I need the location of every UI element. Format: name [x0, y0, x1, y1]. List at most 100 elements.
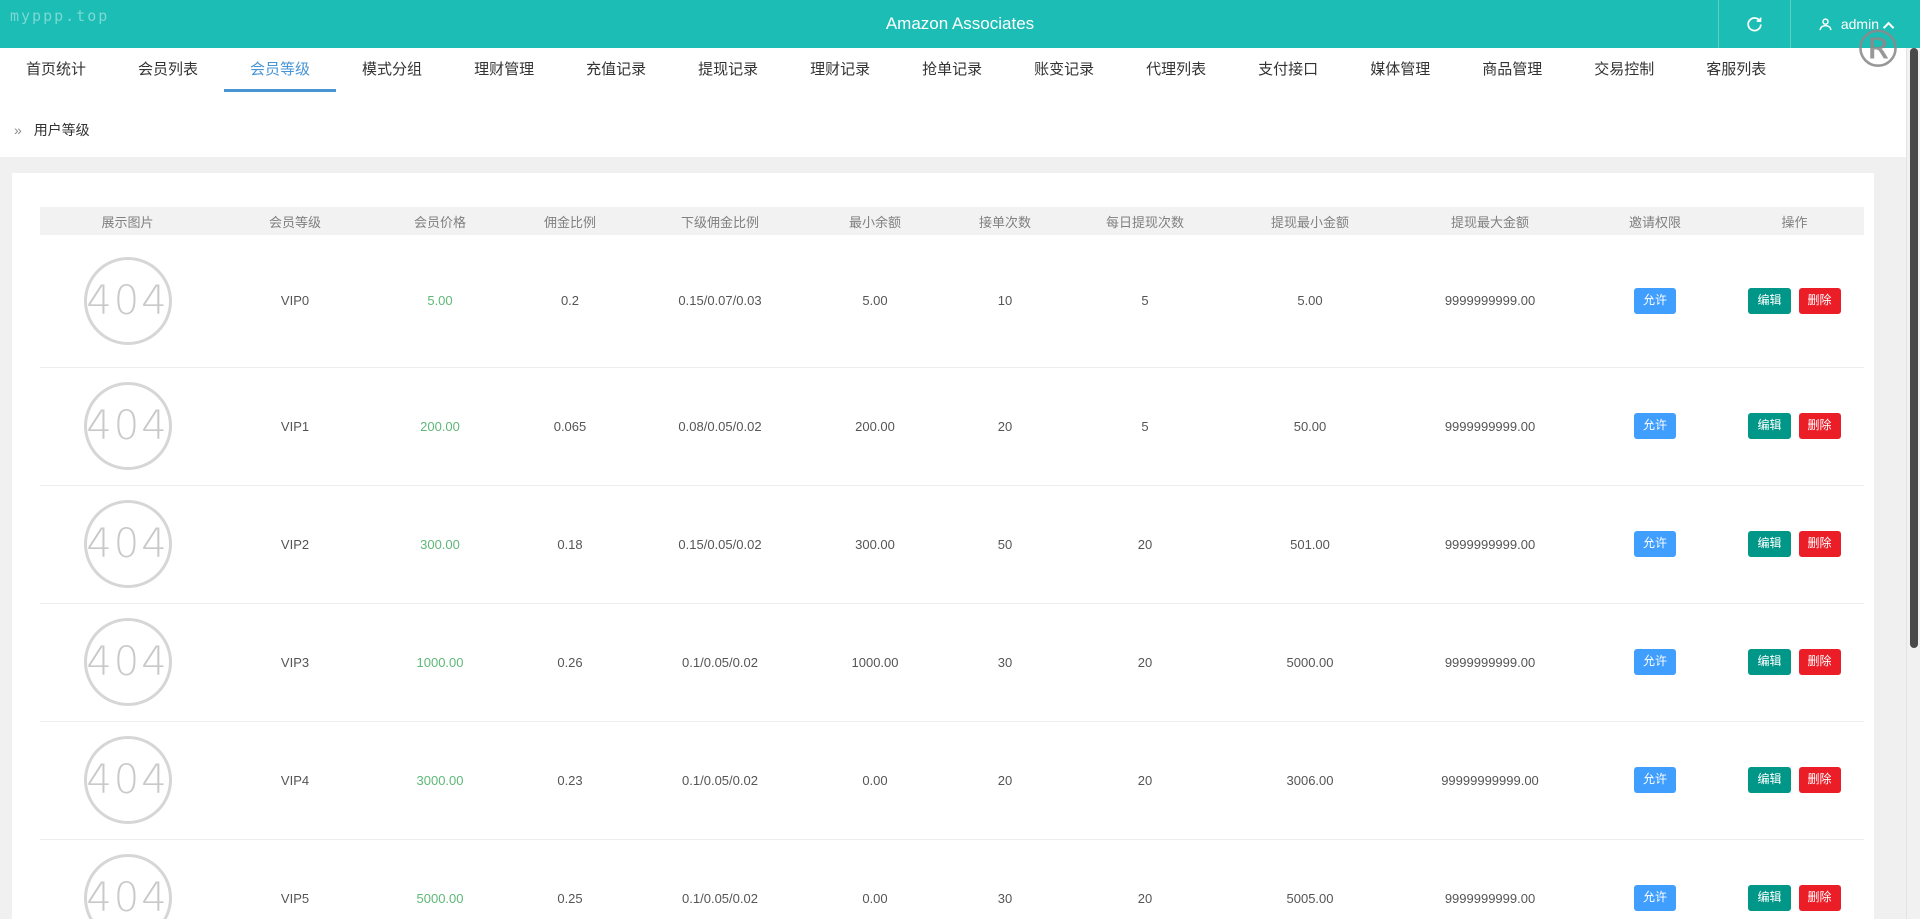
nav-tab-12[interactable]: 媒体管理 [1370, 61, 1431, 78]
cell-withdraw-max: 9999999999.00 [1444, 293, 1536, 309]
delete-button[interactable]: 删除 [1798, 531, 1841, 557]
cell-level: VIP5 [280, 890, 310, 906]
cell-daily-withdraw-count: 20 [1137, 890, 1153, 906]
nav-tab-15[interactable]: 客服列表 [1706, 61, 1767, 78]
nav-tab-14[interactable]: 交易控制 [1594, 61, 1655, 78]
image-placeholder-404: 404 [83, 618, 172, 706]
delete-button[interactable]: 删除 [1798, 413, 1841, 439]
column-header-3: 佣金比例 [505, 207, 635, 235]
nav-tab-9[interactable]: 账变记录 [1034, 61, 1095, 78]
nav-tab-6[interactable]: 提现记录 [698, 61, 759, 78]
cell-level: VIP4 [280, 772, 310, 788]
cell-sub-commission: 0.1/0.05/0.02 [682, 772, 758, 788]
cell-min-balance: 5.00 [862, 293, 888, 309]
cell-withdraw-min: 5.00 [1297, 293, 1323, 309]
nav-tab-7[interactable]: 理财记录 [810, 61, 871, 78]
site-watermark: myppp.top [10, 7, 110, 25]
cell-daily-withdraw-count: 20 [1137, 654, 1153, 670]
column-header-1: 会员等级 [215, 207, 375, 235]
nav-tab-5[interactable]: 充值记录 [586, 61, 647, 78]
allow-button[interactable]: 允许 [1633, 649, 1676, 675]
content-card: 展示图片 会员等级 会员价格 佣金比例 下级佣金比例 最小余额 接单次数 每日提现次数 提现最小… [12, 173, 1874, 919]
table-row: 404 VIP2 300.00 0.18 0.15/0.05/0.02 300.… [40, 485, 1864, 604]
column-header-8: 提现最小金额 [1225, 207, 1395, 235]
page-scrollbar[interactable] [1906, 48, 1920, 919]
cell-withdraw-max: 99999999999.00 [1441, 772, 1539, 788]
cell-price: 5000.00 [416, 890, 464, 906]
nav-tab-13[interactable]: 商品管理 [1482, 61, 1543, 78]
nav-tab-11[interactable]: 支付接口 [1258, 61, 1319, 78]
allow-button[interactable]: 允许 [1633, 531, 1676, 557]
cell-commission: 0.065 [553, 418, 587, 434]
cell-withdraw-max: 9999999999.00 [1444, 536, 1536, 552]
cell-commission: 0.18 [557, 536, 583, 552]
cell-order-count: 20 [997, 418, 1013, 434]
cell-level: VIP2 [280, 536, 310, 552]
image-placeholder-404: 404 [83, 736, 172, 824]
cell-withdraw-max: 9999999999.00 [1444, 418, 1536, 434]
image-placeholder-404: 404 [83, 256, 172, 345]
cell-min-balance: 1000.00 [851, 654, 899, 670]
cell-withdraw-max: 9999999999.00 [1444, 890, 1536, 906]
image-placeholder-404: 404 [83, 854, 172, 919]
image-placeholder-404: 404 [83, 382, 172, 470]
column-header-7: 每日提现次数 [1065, 207, 1225, 235]
cell-level: VIP0 [280, 293, 310, 309]
allow-button[interactable]: 允许 [1633, 413, 1676, 439]
top-bar: myppp.top Amazon Associates admin [0, 0, 1920, 48]
nav-tab-0[interactable]: 首页统计 [26, 61, 87, 78]
cell-order-count: 50 [997, 536, 1013, 552]
edit-button[interactable]: 编辑 [1748, 531, 1791, 557]
cell-sub-commission: 0.08/0.05/0.02 [678, 418, 762, 434]
delete-button[interactable]: 删除 [1798, 649, 1841, 675]
nav-tab-4[interactable]: 理财管理 [474, 61, 535, 78]
user-name: admin [1840, 16, 1879, 32]
edit-button[interactable]: 编辑 [1748, 767, 1791, 793]
cell-withdraw-max: 9999999999.00 [1444, 654, 1536, 670]
levels-table: 展示图片 会员等级 会员价格 佣金比例 下级佣金比例 最小余额 接单次数 每日提现次数 提现最小… [40, 207, 1864, 919]
allow-button[interactable]: 允许 [1633, 885, 1676, 911]
scrollbar-thumb[interactable] [1910, 48, 1918, 648]
image-placeholder-404: 404 [83, 500, 172, 588]
edit-button[interactable]: 编辑 [1748, 413, 1791, 439]
cell-daily-withdraw-count: 5 [1141, 418, 1149, 434]
table-row: 404 VIP1 200.00 0.065 0.08/0.05/0.02 200… [40, 367, 1864, 486]
edit-button[interactable]: 编辑 [1748, 649, 1791, 675]
cell-price: 1000.00 [416, 654, 464, 670]
cell-withdraw-min: 50.00 [1293, 418, 1327, 434]
allow-button[interactable]: 允许 [1633, 287, 1676, 314]
cell-sub-commission: 0.1/0.05/0.02 [682, 654, 758, 670]
cell-withdraw-min: 3006.00 [1286, 772, 1334, 788]
cell-level: VIP1 [280, 418, 310, 434]
table-row: 404 VIP5 5000.00 0.25 0.1/0.05/0.02 0.00… [40, 839, 1864, 919]
nav-tab-8[interactable]: 抢单记录 [922, 61, 983, 78]
cell-commission: 0.2 [560, 293, 580, 309]
edit-button[interactable]: 编辑 [1748, 287, 1791, 314]
nav-tab-1[interactable]: 会员列表 [138, 61, 199, 78]
allow-button[interactable]: 允许 [1633, 767, 1676, 793]
cell-withdraw-min: 5000.00 [1286, 654, 1334, 670]
cell-level: VIP3 [280, 654, 310, 670]
cell-commission: 0.23 [557, 772, 583, 788]
column-header-4: 下级佣金比例 [635, 207, 805, 235]
cell-sub-commission: 0.15/0.07/0.03 [678, 293, 762, 309]
column-header-6: 接单次数 [945, 207, 1065, 235]
cell-withdraw-min: 501.00 [1290, 536, 1330, 552]
cell-commission: 0.25 [557, 890, 583, 906]
edit-button[interactable]: 编辑 [1748, 885, 1791, 911]
cell-min-balance: 0.00 [862, 890, 888, 906]
delete-button[interactable]: 删除 [1798, 287, 1841, 314]
delete-button[interactable]: 删除 [1798, 885, 1841, 911]
cell-commission: 0.26 [557, 654, 583, 670]
user-menu[interactable]: admin [1789, 0, 1920, 48]
cell-min-balance: 0.00 [862, 772, 888, 788]
breadcrumb: » 用户等级 [0, 92, 1920, 157]
nav-tab-3[interactable]: 模式分组 [362, 61, 423, 78]
delete-button[interactable]: 删除 [1798, 767, 1841, 793]
nav-tab-10[interactable]: 代理列表 [1146, 61, 1207, 78]
app-title: Amazon Associates [885, 14, 1035, 33]
cell-daily-withdraw-count: 20 [1137, 772, 1153, 788]
nav-tab-2[interactable]: 会员等级 [224, 48, 337, 92]
cell-price: 200.00 [420, 418, 460, 434]
refresh-button[interactable] [1717, 0, 1790, 48]
